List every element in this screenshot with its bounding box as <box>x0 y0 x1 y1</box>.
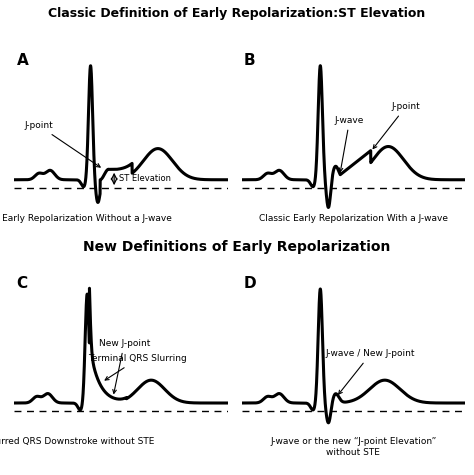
Text: Classic Early Repolarization With a J-wave: Classic Early Repolarization With a J-wa… <box>259 214 447 223</box>
Text: J-point: J-point <box>373 102 420 149</box>
Text: Classic Definition of Early Repolarization:ST Elevation: Classic Definition of Early Repolarizati… <box>48 7 426 20</box>
Text: J-wave or the new “J-point Elevation”
without STE: J-wave or the new “J-point Elevation” wi… <box>270 437 436 456</box>
Text: J-wave / New J-point: J-wave / New J-point <box>326 349 416 394</box>
Text: D: D <box>244 276 257 291</box>
Text: ST Elevation: ST Elevation <box>118 174 171 183</box>
Text: J-point: J-point <box>25 121 100 167</box>
Text: B: B <box>244 53 255 68</box>
Text: New J-point: New J-point <box>99 339 150 393</box>
Text: C: C <box>17 276 27 291</box>
Text: A: A <box>17 53 28 68</box>
Text: Slurred QRS Downstroke without STE: Slurred QRS Downstroke without STE <box>0 437 154 446</box>
Text: New Definitions of Early Repolarization: New Definitions of Early Repolarization <box>83 240 391 254</box>
Text: J-wave: J-wave <box>335 115 365 171</box>
Text: Terminal QRS Slurring: Terminal QRS Slurring <box>88 354 187 380</box>
Text: Classic Early Repolarization Without a J-wave: Classic Early Repolarization Without a J… <box>0 214 172 223</box>
